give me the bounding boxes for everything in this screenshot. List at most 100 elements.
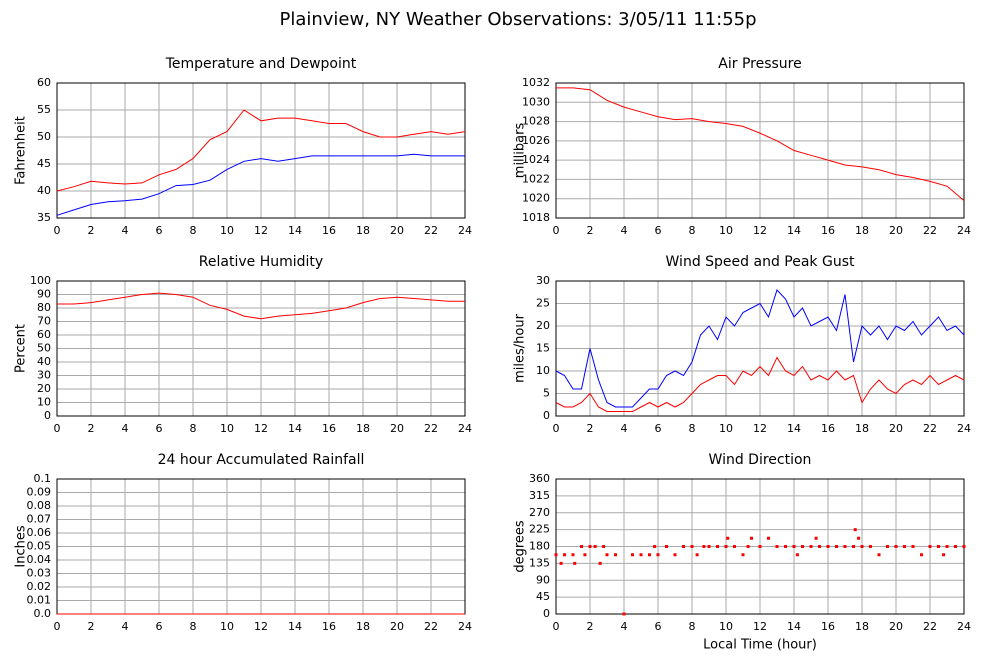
y-tick-label: 135: [529, 556, 550, 569]
y-tick-label: 0.0: [34, 607, 52, 620]
x-tick-label: 8: [190, 620, 197, 633]
data-line: [57, 292, 465, 320]
y-tick-label: 360: [529, 472, 550, 485]
x-tick-label: 16: [322, 422, 336, 435]
x-tick-label: 22: [424, 224, 438, 237]
data-point: [622, 612, 626, 616]
data-point: [920, 553, 923, 557]
data-point: [809, 545, 813, 548]
x-tick-label: 0: [553, 422, 560, 435]
x-tick-label: 14: [288, 224, 302, 237]
data-point: [716, 545, 719, 548]
y-tick-label: 1026: [522, 134, 550, 147]
x-tick-label: 18: [855, 224, 869, 237]
y-tick-label: 0.04: [27, 553, 52, 566]
data-point: [648, 553, 651, 557]
data-point: [877, 553, 881, 557]
y-tick-label: 55: [37, 103, 51, 116]
y-tick-label: 70: [37, 315, 51, 328]
x-tick-label: 8: [689, 422, 696, 435]
x-tick-label: 4: [621, 620, 628, 633]
x-tick-label: 10: [719, 422, 733, 435]
x-tick-label: 12: [254, 224, 268, 237]
y-tick-label: 315: [529, 489, 550, 502]
data-point: [695, 553, 699, 557]
data-point: [818, 545, 821, 548]
y-tick-label: 30: [536, 274, 550, 287]
data-line: [555, 356, 965, 412]
y-tick-label: 1030: [522, 95, 550, 108]
data-point: [598, 561, 602, 565]
x-tick-label: 4: [621, 224, 628, 237]
data-point: [928, 545, 932, 548]
panel-title: Temperature and Dewpoint: [165, 56, 357, 72]
x-tick-label: 4: [122, 224, 129, 237]
x-tick-label: 14: [787, 620, 801, 633]
data-point: [639, 553, 643, 557]
y-tick-label: 45: [536, 590, 550, 603]
data-point: [605, 553, 609, 557]
y-tick-label: 60: [37, 76, 51, 89]
x-tick-label: 12: [753, 224, 767, 237]
data-point: [583, 553, 587, 557]
data-point: [792, 545, 796, 548]
y-tick-label: 35: [37, 211, 51, 224]
x-tick-label: 14: [288, 620, 302, 633]
x-tick-label: 0: [553, 620, 560, 633]
x-tick-label: 2: [88, 620, 95, 633]
plot-frame: [555, 82, 965, 219]
y-tick-label: 20: [536, 319, 550, 332]
data-point: [795, 553, 799, 557]
y-tick-label: 0.01: [27, 594, 52, 607]
x-tick-label: 24: [957, 224, 971, 237]
y-tick-label: 90: [536, 573, 550, 586]
data-point: [741, 553, 745, 557]
x-tick-label: 18: [855, 620, 869, 633]
x-tick-label: 12: [254, 422, 268, 435]
y-tick-label: 30: [37, 369, 51, 382]
data-point: [656, 553, 660, 557]
y-axis-label: Inches: [14, 525, 29, 567]
y-axis-label: miles/hour: [513, 313, 528, 382]
y-tick-label: 0: [44, 409, 51, 422]
x-tick-label: 16: [322, 620, 336, 633]
y-tick-label: 10: [536, 364, 550, 377]
data-point: [554, 553, 558, 557]
data-point: [631, 553, 634, 557]
x-tick-label: 20: [390, 422, 404, 435]
y-tick-label: 1032: [522, 76, 550, 89]
data-point: [826, 545, 830, 548]
data-point: [843, 545, 847, 548]
data-point: [903, 545, 906, 548]
x-tick-label: 24: [458, 224, 472, 237]
data-point: [746, 545, 750, 548]
x-tick-label: 8: [190, 422, 197, 435]
y-axis-label: Fahrenheit: [14, 116, 29, 185]
x-tick-label: 0: [54, 224, 61, 237]
x-tick-label: 10: [220, 224, 234, 237]
x-tick-label: 0: [54, 620, 61, 633]
data-point: [726, 536, 730, 540]
x-tick-label: 12: [753, 422, 767, 435]
data-point: [801, 545, 804, 548]
y-tick-label: 5: [543, 387, 550, 400]
x-tick-label: 6: [655, 224, 662, 237]
panel-title: Wind Speed and Peak Gust: [666, 254, 855, 270]
panel-title: Wind Direction: [709, 452, 812, 468]
data-point: [853, 528, 857, 532]
plot-frame: [56, 82, 466, 219]
data-point: [733, 545, 736, 548]
data-point: [702, 545, 706, 548]
data-point: [894, 545, 898, 548]
y-tick-label: 50: [37, 130, 51, 143]
x-tick-label: 24: [458, 422, 472, 435]
x-axis-label: Local Time (hour): [703, 638, 817, 653]
data-point: [571, 553, 575, 557]
y-tick-label: 60: [37, 328, 51, 341]
y-tick-label: 0.05: [27, 540, 52, 553]
y-axis-label: millibars: [513, 123, 528, 179]
x-tick-label: 22: [923, 620, 937, 633]
y-tick-label: 1022: [522, 172, 550, 185]
data-point: [563, 553, 566, 557]
